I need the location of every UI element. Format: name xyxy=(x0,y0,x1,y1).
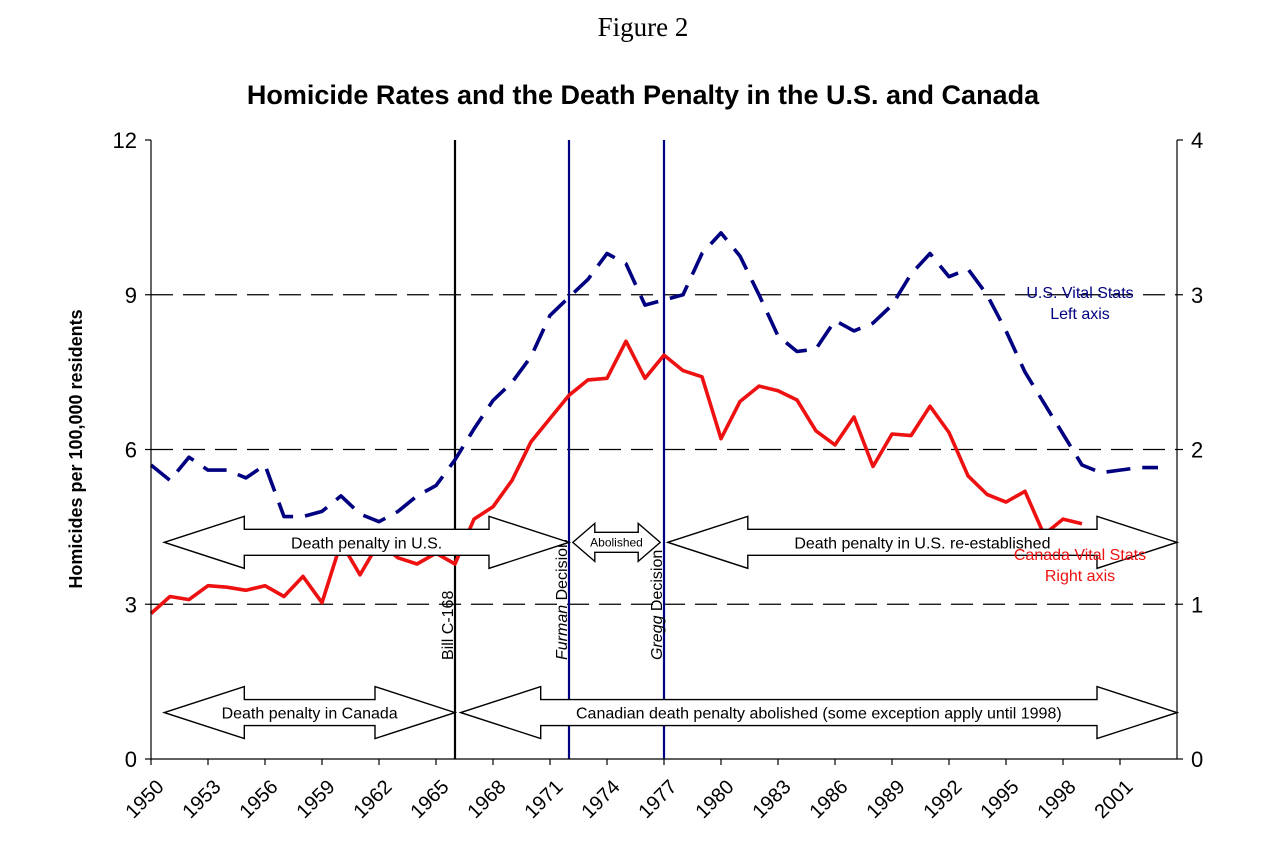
canada-series-line xyxy=(149,339,1083,615)
x-tick-label: 1995 xyxy=(977,776,1024,823)
left-tick-label: 12 xyxy=(113,128,137,153)
series-lines xyxy=(149,231,1158,615)
legend-axis-note: Left axis xyxy=(1050,306,1110,323)
x-tick-label: 1953 xyxy=(179,776,226,823)
event-label: Furman Decision xyxy=(554,539,571,660)
x-tick-label: 1950 xyxy=(122,776,169,823)
x-tick-label: 1980 xyxy=(692,776,739,823)
x-tick-label: 1956 xyxy=(236,776,283,823)
period-arrow xyxy=(162,515,572,570)
legend-title: Canada Vital Stats xyxy=(1014,547,1146,564)
left-tick-label: 9 xyxy=(125,283,137,308)
left-tick-label: 3 xyxy=(125,592,137,617)
right-tick-label: 3 xyxy=(1191,283,1203,308)
period-arrow-label: Death penalty in Canada xyxy=(222,706,398,723)
legend-axis-note: Right axis xyxy=(1045,568,1115,585)
period-arrow xyxy=(571,521,662,563)
event-label: Gregg Decision xyxy=(649,550,666,660)
legend-title: U.S. Vital Stats xyxy=(1026,285,1133,302)
right-tick-label: 0 xyxy=(1191,747,1203,772)
left-tick-label: 0 xyxy=(125,747,137,772)
period-arrow-label: Canadian death penalty abolished (some e… xyxy=(576,706,1062,723)
x-tick-label: 1959 xyxy=(293,776,340,823)
x-tick-label: 1989 xyxy=(863,776,910,823)
x-tick-label: 1998 xyxy=(1034,776,1081,823)
x-tick-label: 2001 xyxy=(1091,776,1138,823)
period-arrow xyxy=(162,685,458,740)
y-axis-label: Homicides per 100,000 residents xyxy=(66,309,86,588)
x-tick-label: 1983 xyxy=(749,776,796,823)
right-tick-label: 1 xyxy=(1191,592,1203,617)
x-tick-label: 1965 xyxy=(407,776,454,823)
period-arrow-label: Death penalty in U.S. re-established xyxy=(794,535,1050,552)
period-arrow-label: Death penalty in U.S. xyxy=(291,535,442,552)
figure-label: Figure 2 xyxy=(598,12,689,42)
period-arrow-label: Abolished xyxy=(590,535,643,549)
x-tick-label: 1971 xyxy=(521,776,568,823)
event-lines: Bill C-168 Furman Decision Gregg Decision xyxy=(440,140,666,759)
x-tick-label: 1968 xyxy=(464,776,511,823)
left-tick-label: 6 xyxy=(125,438,137,463)
x-tick-label: 1974 xyxy=(578,776,625,823)
period-arrows: Death penalty in U.S. Abolished Death pena… xyxy=(162,515,1180,740)
x-tick-label: 1986 xyxy=(806,776,853,823)
chart-title: Homicide Rates and the Death Penalty in … xyxy=(247,80,1040,110)
series-labels: U.S. Vital Stats Left axis Canada Vital St… xyxy=(1014,285,1146,585)
right-tick-label: 2 xyxy=(1191,438,1203,463)
right-tick-label: 4 xyxy=(1191,128,1203,153)
event-label: Bill C-168 xyxy=(440,591,457,660)
x-tick-label: 1977 xyxy=(635,776,682,823)
x-tick-label: 1992 xyxy=(920,776,967,823)
x-tick-label: 1962 xyxy=(350,776,397,823)
us-series-line xyxy=(149,231,1158,524)
